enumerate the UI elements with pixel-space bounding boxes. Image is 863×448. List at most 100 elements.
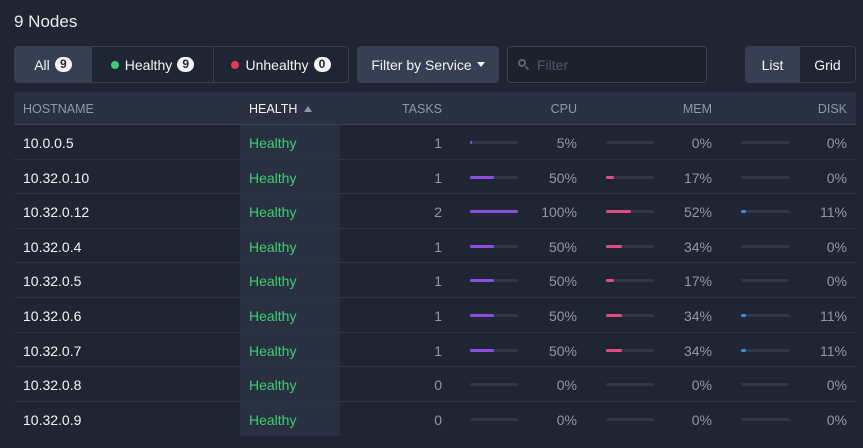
- disk-bar: [741, 279, 789, 283]
- disk-cell: 11%: [820, 204, 847, 221]
- table-row[interactable]: 10.32.0.9 Healthy 0 0% 0% 0%: [14, 402, 856, 437]
- filter-unhealthy-label: Unhealthy: [245, 56, 309, 73]
- tasks-cell: 1: [434, 169, 442, 186]
- table-row[interactable]: 10.32.0.7 Healthy 1 50% 34% 11%: [14, 333, 856, 368]
- hostname-cell[interactable]: 10.32.0.10: [23, 169, 90, 186]
- cpu-bar: [470, 244, 518, 248]
- sort-ascending-icon: [304, 106, 313, 112]
- table-row[interactable]: 10.32.0.6 Healthy 1 50% 34% 11%: [14, 298, 856, 333]
- mem-bar: [606, 383, 654, 387]
- mem-bar: [606, 141, 654, 144]
- cpu-bar: [470, 383, 518, 387]
- disk-cell: 0%: [826, 238, 847, 255]
- mem-bar: [606, 313, 654, 317]
- nodes-table: HOSTNAME HEALTH TASKS CPU MEM DISK 10.0.…: [14, 92, 856, 436]
- table-row[interactable]: 10.32.0.5 Healthy 1 50% 17% 0%: [14, 263, 856, 298]
- header-hostname[interactable]: HOSTNAME: [23, 102, 94, 116]
- cpu-bar: [470, 141, 518, 144]
- tasks-cell: 1: [434, 273, 442, 290]
- health-cell: Healthy: [249, 169, 297, 186]
- disk-bar: [741, 313, 789, 317]
- mem-cell: 17%: [683, 273, 712, 290]
- cpu-cell: 0%: [556, 377, 577, 394]
- header-health[interactable]: HEALTH: [249, 102, 313, 116]
- hostname-cell[interactable]: 10.32.0.7: [23, 342, 82, 359]
- hostname-cell[interactable]: 10.32.0.8: [23, 377, 82, 394]
- cpu-bar: [470, 348, 518, 352]
- hostname-cell[interactable]: 10.32.0.9: [23, 411, 82, 428]
- cpu-cell: 50%: [548, 307, 577, 324]
- disk-bar: [741, 175, 789, 179]
- table-row[interactable]: 10.0.0.5 Healthy 1 5% 0% 0%: [14, 125, 856, 160]
- caret-down-icon: [476, 62, 485, 67]
- mem-cell: 0%: [691, 377, 712, 394]
- mem-bar: [606, 175, 654, 179]
- tasks-cell: 1: [434, 307, 442, 324]
- mem-cell: 0%: [691, 411, 712, 428]
- mem-bar-fill: [606, 279, 615, 283]
- disk-cell: 11%: [820, 342, 847, 359]
- filter-healthy-label: Healthy: [124, 56, 173, 73]
- cpu-cell: 50%: [548, 273, 577, 290]
- header-disk[interactable]: DISK: [817, 102, 847, 116]
- health-filter-group: All 9 Healthy 9 Unhealthy 0: [14, 46, 349, 83]
- page-title: 9 Nodes: [14, 12, 78, 31]
- mem-bar: [606, 210, 654, 214]
- mem-bar-fill: [606, 210, 631, 214]
- disk-cell: 11%: [820, 307, 847, 324]
- table-row[interactable]: 10.32.0.8 Healthy 0 0% 0% 0%: [14, 367, 856, 402]
- search-icon: [518, 59, 530, 71]
- disk-cell: 0%: [826, 169, 847, 186]
- grid-view-button[interactable]: Grid: [814, 56, 841, 73]
- mem-cell: 17%: [683, 169, 712, 186]
- hostname-cell[interactable]: 10.0.0.5: [23, 135, 74, 151]
- list-view-button[interactable]: List: [746, 47, 800, 82]
- hostname-cell[interactable]: 10.32.0.6: [23, 307, 82, 324]
- hostname-cell[interactable]: 10.32.0.4: [23, 238, 82, 255]
- search-input[interactable]: [537, 56, 697, 73]
- header-tasks[interactable]: TASKS: [401, 102, 442, 116]
- tasks-cell: 1: [434, 135, 442, 151]
- cpu-cell: 50%: [548, 238, 577, 255]
- cpu-bar-fill: [470, 141, 473, 144]
- disk-cell: 0%: [826, 411, 847, 428]
- table-row[interactable]: 10.32.0.10 Healthy 1 50% 17% 0%: [14, 160, 856, 195]
- tasks-cell: 0: [434, 377, 442, 394]
- view-toggle: List Grid: [745, 46, 856, 83]
- health-cell: Healthy: [249, 273, 297, 290]
- disk-bar: [741, 383, 789, 387]
- filter-unhealthy-button[interactable]: Unhealthy 0: [214, 47, 348, 82]
- filter-all-label: All: [34, 56, 50, 73]
- mem-bar-fill: [606, 348, 623, 352]
- tasks-cell: 0: [434, 411, 442, 428]
- tasks-cell: 2: [434, 204, 442, 221]
- filter-all-button[interactable]: All 9: [15, 47, 92, 82]
- cpu-cell: 0%: [556, 411, 577, 428]
- cpu-bar: [470, 417, 518, 421]
- health-cell: Healthy: [249, 411, 297, 428]
- cpu-bar-fill: [470, 210, 518, 214]
- cpu-cell: 50%: [548, 342, 577, 359]
- cpu-bar: [470, 313, 518, 317]
- table-row[interactable]: 10.32.0.4 Healthy 1 50% 34% 0%: [14, 229, 856, 264]
- filter-by-service-dropdown[interactable]: Filter by Service: [357, 46, 499, 83]
- mem-cell: 0%: [691, 135, 712, 151]
- table-header: HOSTNAME HEALTH TASKS CPU MEM DISK: [14, 92, 856, 125]
- filter-healthy-button[interactable]: Healthy 9: [92, 47, 214, 82]
- disk-bar: [741, 210, 789, 214]
- disk-bar: [741, 417, 789, 421]
- mem-bar: [606, 348, 654, 352]
- mem-cell: 34%: [683, 307, 712, 324]
- disk-cell: 0%: [826, 135, 847, 151]
- table-row[interactable]: 10.32.0.12 Healthy 2 100% 52% 11%: [14, 194, 856, 229]
- disk-bar-fill: [741, 348, 747, 352]
- header-mem[interactable]: MEM: [682, 102, 712, 116]
- filter-all-count-badge: 9: [54, 57, 72, 72]
- hostname-cell[interactable]: 10.32.0.12: [23, 204, 90, 221]
- header-cpu[interactable]: CPU: [550, 102, 577, 116]
- cpu-bar-fill: [470, 175, 494, 179]
- filter-by-service-label: Filter by Service: [371, 56, 472, 73]
- hostname-cell[interactable]: 10.32.0.5: [23, 273, 82, 290]
- filter-unhealthy-count-badge: 0: [313, 57, 331, 72]
- filter-healthy-count-badge: 9: [177, 57, 195, 72]
